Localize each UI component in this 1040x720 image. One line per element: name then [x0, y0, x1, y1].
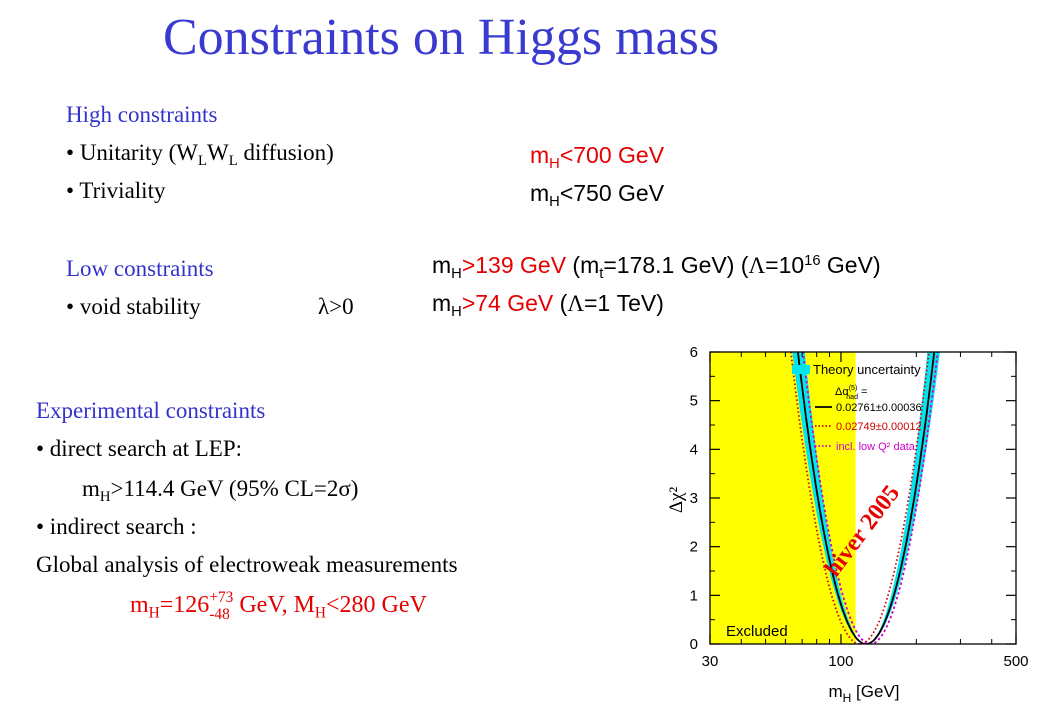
lambda-condition: λ>0: [318, 294, 354, 319]
excluded-region: [710, 352, 856, 644]
y-axis-label: Δχ²: [666, 487, 687, 514]
y-tick-label: 3: [690, 490, 698, 507]
y-tick-label: 6: [690, 344, 698, 361]
x-tick-label: 500: [1003, 653, 1028, 670]
triviality-item: • Triviality: [66, 178, 166, 203]
lep-limit: mH>114.4 GeV (95% CL=2σ): [82, 476, 359, 506]
void-stability-item: • void stability: [66, 294, 201, 319]
blueband-chart: 30 100 500 0 1 2 3 4 5 6 mH [GeV] Δχ² Excluded Theory…: [666, 344, 1029, 705]
page-title: Constraints on Higgs mass: [163, 9, 720, 66]
stability-limit-1: mH>139 GeV (mt=178.1 GeV) (Λ=1016 GeV): [432, 252, 881, 283]
experimental-heading: Experimental constraints: [36, 398, 266, 423]
legend-entry-0: 0.02761±0.00036: [836, 402, 922, 414]
high-constraints-heading: High constraints: [66, 102, 218, 127]
low-constraints-heading: Low constraints: [66, 256, 214, 281]
legend-band-swatch: [792, 365, 810, 374]
y-tick-label: 0: [690, 636, 698, 653]
indirect-search-item: • indirect search :: [36, 514, 197, 539]
legend-entry-2: incl. low Q² data: [836, 441, 916, 453]
x-axis-label: mH [GeV]: [828, 682, 899, 705]
excluded-label: Excluded: [726, 623, 788, 640]
legend-band-label: Theory uncertainty: [813, 362, 921, 377]
unitarity-item: • Unitarity (WLWL diffusion): [66, 140, 334, 170]
unitarity-limit: mH<700 GeV: [530, 142, 665, 173]
global-fit-result: mH=126 +73 -48 GeV, MH<280 GeV: [130, 589, 427, 624]
x-tick-label: 100: [828, 653, 853, 670]
y-tick-label: 4: [690, 441, 698, 458]
triviality-limit: mH<750 GeV: [530, 180, 665, 211]
direct-search-item: • direct search at LEP:: [36, 436, 243, 461]
y-tick-label: 5: [690, 393, 698, 410]
global-analysis-text: Global analysis of electroweak measureme…: [36, 552, 458, 577]
legend-entry-1: 0.02749±0.00012: [836, 421, 922, 433]
y-tick-label: 2: [690, 539, 698, 556]
legend-alpha-label: Δα(5) had =: [835, 385, 867, 401]
y-tick-label: 1: [690, 587, 698, 604]
x-tick-label: 30: [702, 653, 719, 670]
stability-limit-2: mH>74 GeV (Λ=1 TeV): [432, 290, 664, 321]
